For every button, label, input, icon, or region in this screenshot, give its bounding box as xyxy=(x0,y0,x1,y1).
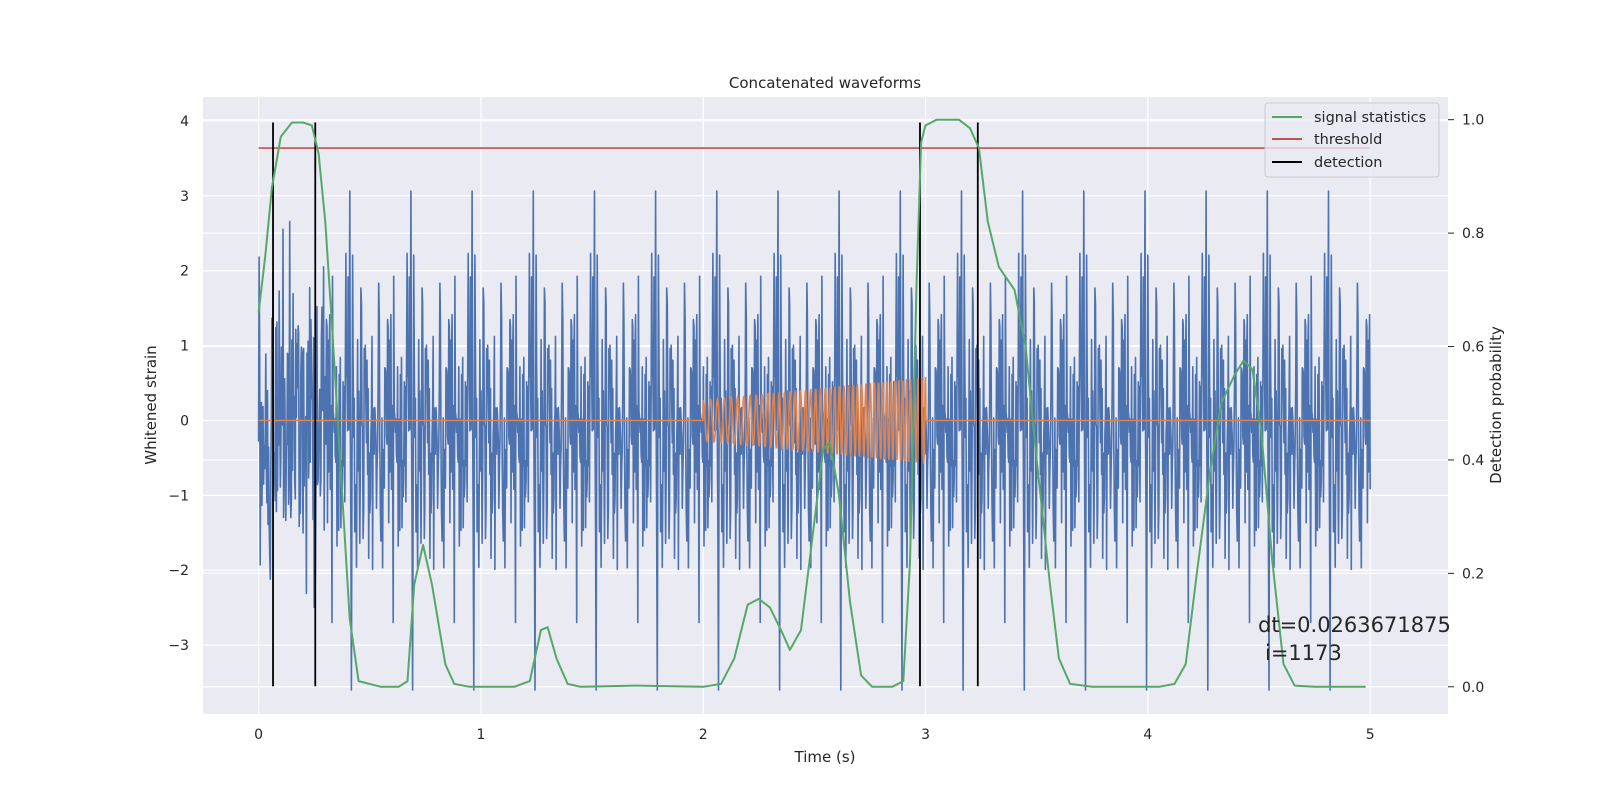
y-left-tick-label: 3 xyxy=(180,189,189,205)
y-left-tick-label: 2 xyxy=(180,264,189,280)
x-axis-ticks: 0 1 2 3 4 5 xyxy=(254,727,1375,743)
legend: signal statistics threshold detection xyxy=(1264,102,1440,178)
x-tick-label: 3 xyxy=(921,727,930,743)
legend-detection-label: detection xyxy=(1314,155,1382,171)
legend-threshold-label: threshold xyxy=(1314,132,1382,148)
x-tick-label: 0 xyxy=(254,727,263,743)
y-axis-right-label: Detection probability xyxy=(1487,326,1505,484)
x-tick-label: 5 xyxy=(1366,727,1375,743)
y-right-tick-label: 0.4 xyxy=(1462,453,1484,469)
chirp-series-line xyxy=(258,376,1371,464)
x-tick-label: 2 xyxy=(699,727,708,743)
signal-statistics-line xyxy=(257,118,1366,688)
y-right-tick-label: 0.2 xyxy=(1462,566,1484,582)
plot-area xyxy=(257,118,1371,691)
y-left-tick-label: 0 xyxy=(180,413,189,429)
annotation-dt: dt=0.0263671875 xyxy=(1258,613,1451,637)
y-right-tick-label: 0.6 xyxy=(1462,340,1484,356)
x-tick-label: 4 xyxy=(1143,727,1152,743)
y-left-tick-label: 1 xyxy=(180,339,189,355)
y-axis-right-ticks: 0.0 0.2 0.4 0.6 0.8 1.0 xyxy=(1448,113,1484,696)
legend-box xyxy=(1264,102,1440,178)
y-axis-left-ticks: −3 −2 −1 0 1 2 3 4 xyxy=(168,114,189,654)
annotation-index: i=1173 xyxy=(1265,641,1342,665)
y-left-tick-label: −2 xyxy=(168,563,189,579)
chart-title: Concatenated waveforms xyxy=(729,74,921,92)
y-left-tick-label: −1 xyxy=(168,488,189,504)
y-right-tick-label: 1.0 xyxy=(1462,113,1484,129)
y-axis-left-label: Whitened strain xyxy=(142,345,160,464)
y-right-tick-label: 0.0 xyxy=(1462,680,1484,696)
x-tick-label: 1 xyxy=(476,727,485,743)
y-left-tick-label: 4 xyxy=(180,114,189,130)
y-right-tick-label: 0.8 xyxy=(1462,226,1484,242)
x-axis-label: Time (s) xyxy=(794,748,856,766)
annotation: dt=0.0263671875 i=1173 xyxy=(1258,613,1451,665)
y-left-tick-label: −3 xyxy=(168,638,189,654)
legend-signal-statistics-label: signal statistics xyxy=(1314,110,1426,126)
